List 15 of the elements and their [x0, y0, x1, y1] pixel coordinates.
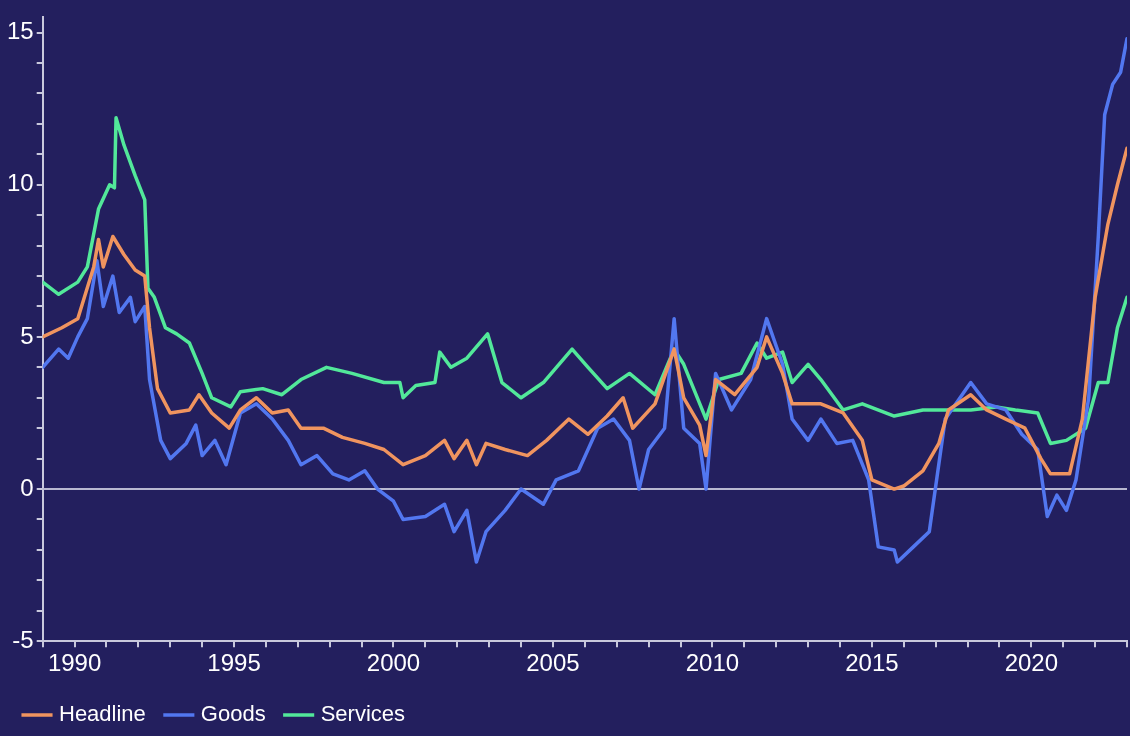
x-tick-label: 2010 [685, 649, 740, 677]
legend-label: Goods [200, 701, 266, 727]
y-tick-label: -5 [12, 625, 34, 653]
x-tick-label: 2015 [845, 649, 899, 677]
y-tick-label: 5 [20, 321, 34, 349]
legend-label: Services [320, 701, 406, 727]
x-tick-label: 2000 [366, 649, 421, 677]
y-tick-label: 0 [20, 473, 34, 501]
x-tick-label: 1990 [47, 649, 102, 677]
legend-label: Headline [59, 701, 146, 727]
x-tick-label: 2005 [526, 649, 580, 677]
x-tick-label: 1995 [207, 649, 261, 677]
x-tick-label: 2020 [1004, 649, 1059, 677]
y-tick-label: 15 [6, 17, 34, 45]
y-tick-label: 10 [6, 169, 34, 197]
